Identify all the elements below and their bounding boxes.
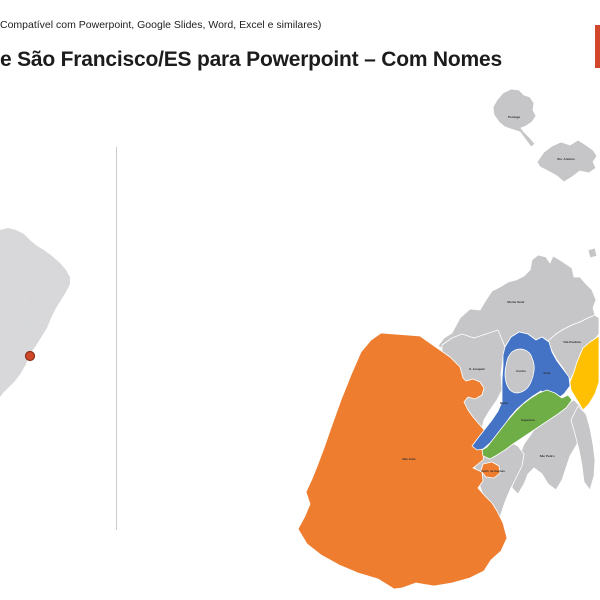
label-seat: Sede — [543, 371, 551, 375]
region-southeast-arm — [570, 405, 596, 491]
region-orange-exclave — [480, 461, 501, 479]
region-orange — [297, 332, 508, 590]
region-center-enclave — [504, 348, 535, 394]
district-labels: Poranga Sto. Antônio Monte Senir Vila Pa… — [402, 115, 581, 473]
label-center-enclave: Centro — [516, 369, 526, 373]
region-island-east — [536, 139, 598, 183]
location-marker — [24, 350, 36, 362]
label-west: S. Joaquim — [469, 367, 485, 371]
label-north: Monte Senir — [507, 300, 525, 304]
vertical-divider — [116, 147, 117, 530]
region-fragment — [587, 247, 598, 259]
label-orange-district: São João — [402, 457, 416, 461]
brazil-landmass — [0, 228, 70, 397]
label-northeast: Vila Paulista — [563, 340, 581, 344]
compat-note: Compatível com Powerpoint, Google Slides… — [0, 19, 322, 31]
region-island-north — [492, 88, 537, 148]
brand-logo-sliver — [595, 25, 600, 68]
label-south-center: Cach. de Itaúnas — [481, 469, 505, 473]
label-seat-lower: Barra — [500, 401, 508, 405]
brazil-state-borders — [0, 249, 48, 357]
label-green-district: Itaperuna — [521, 418, 535, 422]
page-title: e São Francisco/ES para Powerpoint – Com… — [0, 48, 502, 71]
label-island-north: Poranga — [508, 115, 520, 119]
label-southeast: São Pedro — [540, 454, 555, 458]
region-yellow — [569, 335, 600, 411]
label-island-east: Sto. Antônio — [557, 157, 575, 161]
region-green — [481, 389, 573, 460]
brazil-locator-map — [0, 228, 70, 397]
